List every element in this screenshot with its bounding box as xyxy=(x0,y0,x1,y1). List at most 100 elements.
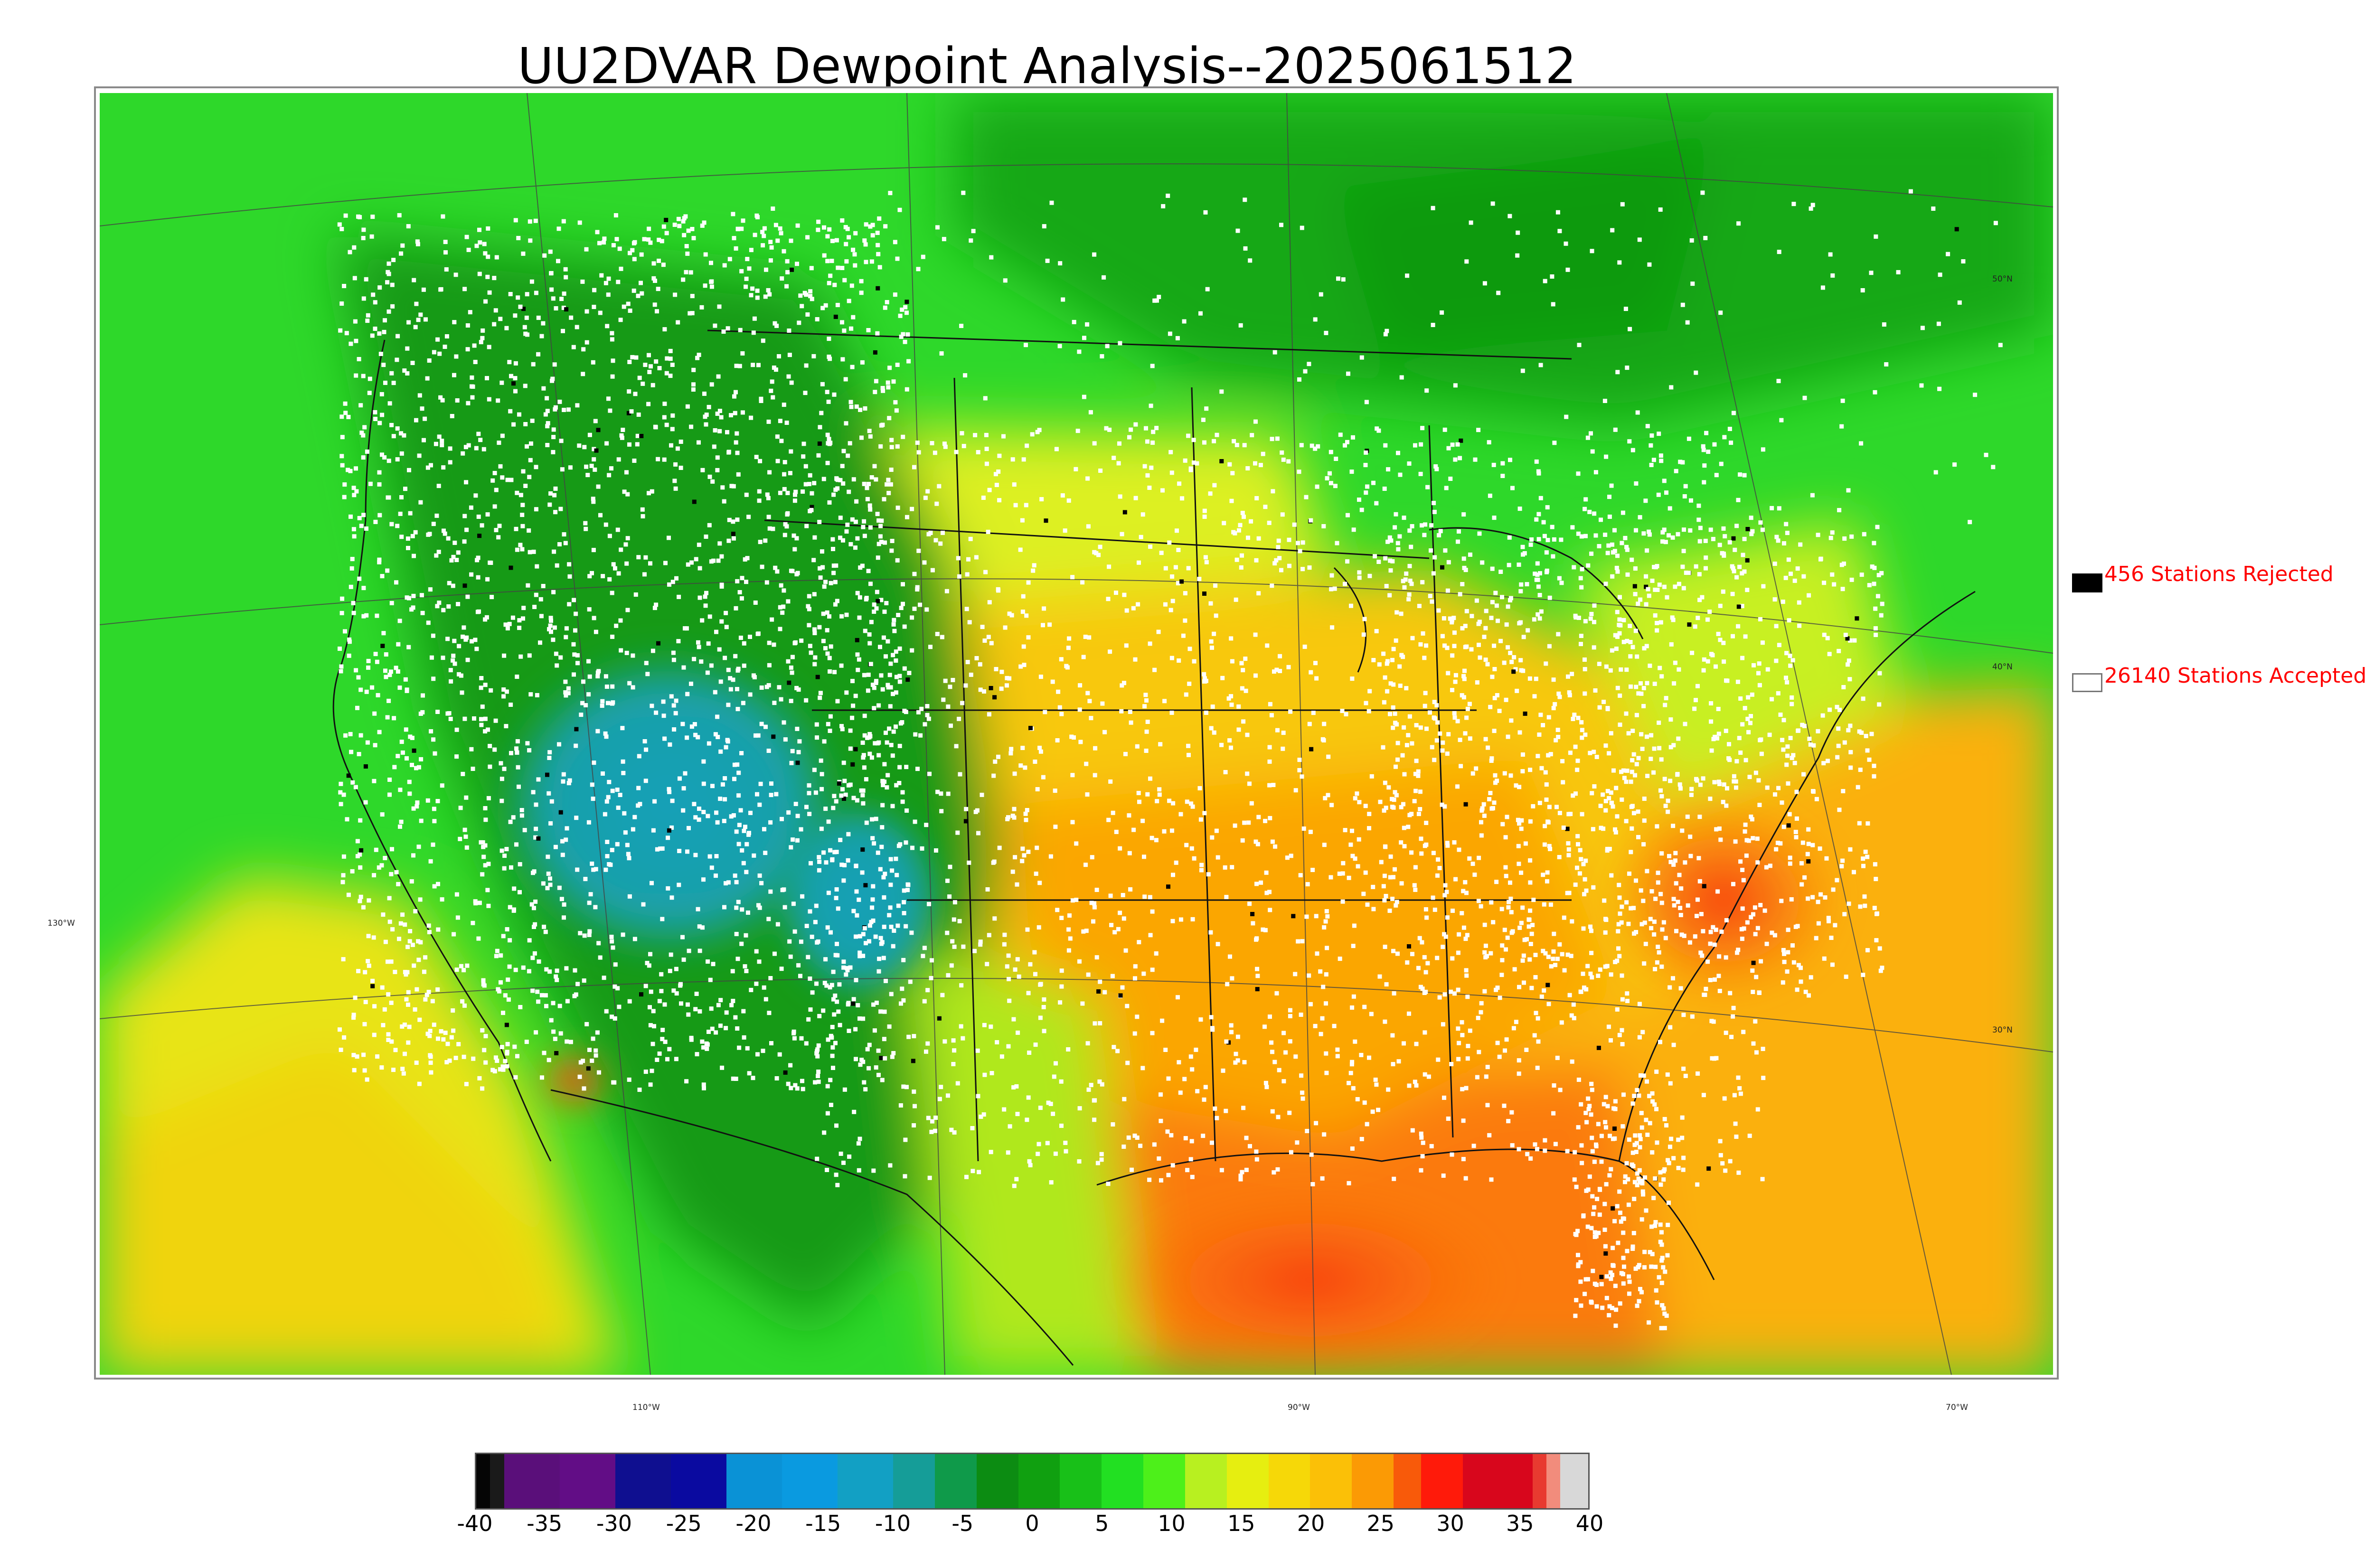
station-marker xyxy=(1402,1041,1406,1046)
station-marker xyxy=(1656,880,1660,885)
station-marker xyxy=(1185,1168,1190,1173)
station-marker xyxy=(894,408,899,413)
station-marker xyxy=(478,438,483,442)
station-marker xyxy=(548,491,553,496)
station-marker xyxy=(1059,657,1064,662)
station-marker xyxy=(1558,1088,1563,1092)
station-marker xyxy=(1092,1117,1097,1122)
station-marker xyxy=(591,548,596,553)
station-marker xyxy=(1404,686,1409,691)
station-marker xyxy=(671,657,676,662)
station-marker xyxy=(1846,901,1851,906)
station-marker xyxy=(437,351,442,356)
station-marker xyxy=(1386,1087,1391,1092)
station-marker xyxy=(1452,711,1457,715)
station-marker xyxy=(707,741,711,746)
station-marker xyxy=(1468,736,1472,741)
station-marker xyxy=(1542,988,1546,993)
station-marker xyxy=(1718,603,1723,608)
station-marker xyxy=(747,266,752,271)
station-marker xyxy=(426,990,431,994)
station-marker xyxy=(1402,725,1406,730)
station-marker xyxy=(1671,976,1675,981)
station-marker xyxy=(678,440,683,444)
station-marker xyxy=(1190,917,1195,921)
station-marker xyxy=(714,810,718,815)
station-marker xyxy=(1636,756,1641,761)
station-marker xyxy=(1362,1100,1367,1105)
station-marker xyxy=(559,439,564,443)
station-marker xyxy=(1470,614,1474,619)
station-marker xyxy=(581,372,585,376)
station-marker xyxy=(549,619,553,623)
station-marker xyxy=(1726,756,1731,761)
station-marker xyxy=(742,828,746,833)
station-marker xyxy=(1085,691,1090,695)
dewpoint-map[interactable] xyxy=(100,93,2053,1375)
station-marker xyxy=(891,729,896,734)
station-marker xyxy=(823,580,828,584)
station-marker xyxy=(417,1081,422,1086)
station-marker xyxy=(442,528,446,533)
station-marker xyxy=(1615,634,1620,639)
station-marker xyxy=(1293,972,1298,976)
station-marker xyxy=(435,337,440,342)
station-marker xyxy=(1710,1056,1715,1061)
station-marker xyxy=(1144,698,1149,703)
station-marker xyxy=(552,625,557,630)
station-marker xyxy=(771,734,776,739)
station-marker xyxy=(789,380,794,385)
station-marker xyxy=(840,218,845,223)
station-marker xyxy=(959,983,964,988)
station-marker xyxy=(1093,773,1097,778)
station-marker xyxy=(1786,928,1790,932)
station-marker xyxy=(642,739,647,743)
station-marker xyxy=(1504,622,1509,627)
station-marker xyxy=(492,471,497,475)
station-marker xyxy=(1347,875,1351,880)
station-marker xyxy=(703,252,708,257)
station-marker xyxy=(377,470,382,475)
station-marker xyxy=(357,357,361,361)
station-marker xyxy=(801,454,806,459)
station-marker xyxy=(403,487,407,491)
station-marker xyxy=(979,1114,983,1119)
station-marker xyxy=(812,481,817,486)
station-marker xyxy=(1202,672,1206,676)
station-marker xyxy=(1541,723,1545,727)
station-marker xyxy=(535,989,540,994)
station-marker xyxy=(676,320,680,325)
station-marker xyxy=(1027,1159,1032,1164)
station-marker xyxy=(1035,787,1040,791)
station-marker xyxy=(1239,661,1244,666)
station-marker xyxy=(1418,985,1423,989)
station-marker xyxy=(1667,985,1672,990)
station-marker xyxy=(1632,584,1637,589)
station-marker xyxy=(1333,484,1338,488)
station-marker xyxy=(739,596,744,601)
station-marker xyxy=(1233,531,1237,535)
station-marker xyxy=(480,328,485,333)
station-marker xyxy=(882,1009,887,1014)
station-marker xyxy=(483,806,488,810)
station-marker xyxy=(1633,1133,1638,1138)
station-marker xyxy=(874,681,878,685)
station-marker xyxy=(784,284,789,289)
station-marker xyxy=(1488,704,1493,709)
station-marker xyxy=(1255,974,1260,978)
station-marker xyxy=(1324,1051,1328,1056)
station-marker xyxy=(1420,1154,1425,1159)
station-marker xyxy=(1281,1031,1286,1035)
station-marker xyxy=(835,303,840,307)
station-marker xyxy=(1638,597,1643,602)
station-marker xyxy=(827,227,832,232)
station-marker xyxy=(1508,650,1513,655)
station-marker xyxy=(1704,431,1709,435)
station-marker xyxy=(872,1028,877,1033)
station-marker xyxy=(851,704,856,708)
station-marker xyxy=(1369,1012,1374,1016)
station-marker xyxy=(1589,551,1594,556)
station-marker xyxy=(1668,717,1673,722)
station-marker xyxy=(1376,560,1381,564)
station-marker xyxy=(1494,987,1498,992)
